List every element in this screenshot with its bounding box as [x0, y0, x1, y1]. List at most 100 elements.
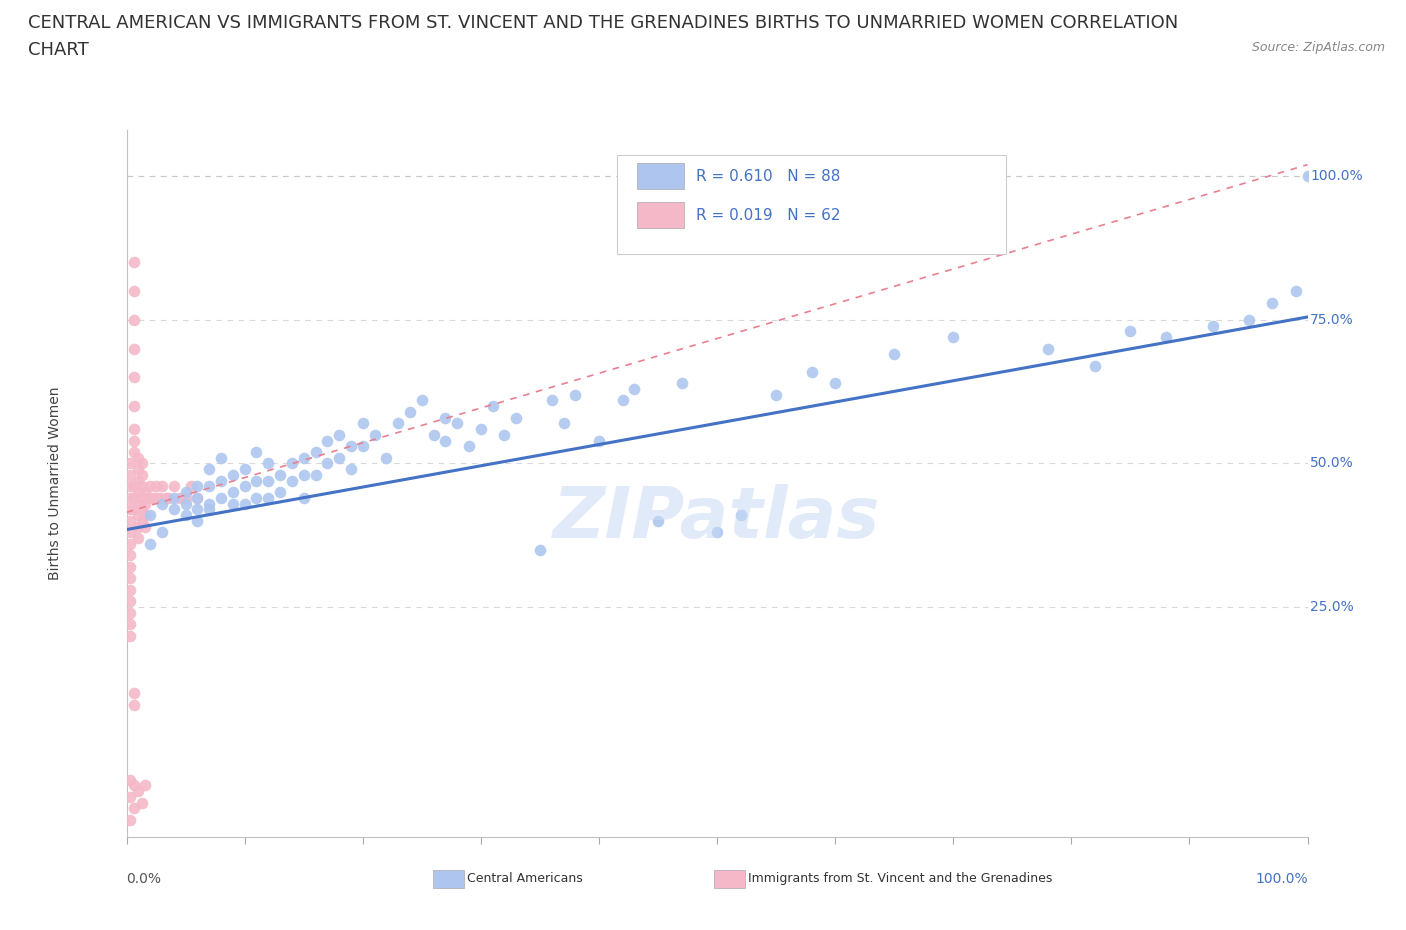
Point — [122, 502, 145, 517]
Point — [169, 490, 191, 505]
Point — [800, 365, 823, 379]
Text: Immigrants from St. Vincent and the Grenadines: Immigrants from St. Vincent and the Gren… — [748, 872, 1052, 885]
Point — [120, 456, 142, 471]
Point — [150, 497, 173, 512]
Point — [139, 479, 162, 494]
Point — [122, 312, 145, 327]
Point — [245, 445, 267, 459]
Point — [139, 490, 162, 505]
Point — [120, 560, 142, 575]
Point — [122, 686, 145, 701]
Point — [131, 468, 153, 483]
Point — [411, 392, 433, 407]
Point — [198, 479, 221, 494]
Point — [328, 427, 350, 442]
Point — [174, 490, 197, 505]
Point — [623, 381, 645, 396]
Point — [134, 777, 156, 792]
Point — [446, 416, 468, 431]
Point — [588, 433, 610, 448]
Point — [174, 497, 197, 512]
Point — [131, 490, 153, 505]
Point — [156, 490, 179, 505]
Point — [149, 490, 172, 505]
Text: Births to Unmarried Women: Births to Unmarried Women — [48, 387, 62, 580]
Point — [120, 594, 142, 609]
FancyBboxPatch shape — [617, 155, 1007, 254]
Bar — [637, 164, 683, 189]
Point — [470, 421, 492, 436]
Point — [120, 490, 142, 505]
Point — [127, 519, 149, 534]
Point — [245, 490, 267, 505]
Point — [340, 462, 363, 477]
Point — [540, 392, 562, 407]
Point — [127, 485, 149, 499]
Point — [127, 508, 149, 523]
Point — [198, 497, 221, 512]
Point — [134, 497, 156, 512]
Point — [145, 490, 167, 505]
Point — [131, 479, 153, 494]
Point — [706, 525, 728, 540]
Text: R = 0.610   N = 88: R = 0.610 N = 88 — [696, 168, 841, 183]
Point — [434, 433, 457, 448]
Point — [131, 456, 153, 471]
Point — [134, 508, 156, 523]
Text: 25.0%: 25.0% — [1310, 600, 1354, 614]
Text: CENTRAL AMERICAN VS IMMIGRANTS FROM ST. VINCENT AND THE GRENADINES BIRTHS TO UNM: CENTRAL AMERICAN VS IMMIGRANTS FROM ST. … — [28, 14, 1178, 32]
Point — [186, 513, 208, 528]
Point — [316, 456, 339, 471]
Point — [269, 468, 291, 483]
Point — [1285, 284, 1308, 299]
Point — [942, 329, 965, 344]
Point — [131, 502, 153, 517]
Point — [257, 456, 280, 471]
Point — [198, 502, 221, 517]
Point — [883, 347, 905, 362]
Point — [174, 485, 197, 499]
Point — [245, 473, 267, 488]
Point — [1261, 295, 1284, 310]
Point — [122, 490, 145, 505]
Point — [198, 462, 221, 477]
Point — [209, 490, 232, 505]
Text: 100.0%: 100.0% — [1310, 169, 1362, 183]
Point — [824, 376, 846, 391]
Point — [269, 485, 291, 499]
Point — [458, 439, 481, 454]
Point — [186, 490, 208, 505]
Point — [564, 387, 586, 402]
Point — [1202, 318, 1225, 333]
Bar — [637, 203, 683, 228]
Text: Source: ZipAtlas.com: Source: ZipAtlas.com — [1251, 41, 1385, 54]
Point — [222, 497, 245, 512]
Point — [122, 284, 145, 299]
Point — [553, 416, 575, 431]
Point — [163, 490, 186, 505]
Point — [139, 537, 162, 551]
Point — [186, 479, 208, 494]
Point — [352, 439, 374, 454]
Point — [155, 490, 177, 505]
Point — [222, 485, 245, 499]
Point — [122, 479, 145, 494]
Point — [304, 445, 326, 459]
Point — [127, 497, 149, 512]
Point — [174, 508, 197, 523]
Point — [281, 473, 304, 488]
Point — [141, 490, 163, 505]
Point — [120, 537, 142, 551]
Point — [120, 513, 142, 528]
Point — [671, 376, 693, 391]
Point — [375, 450, 398, 465]
Point — [120, 812, 142, 827]
Point — [304, 468, 326, 483]
Point — [122, 370, 145, 385]
Point — [163, 479, 186, 494]
Point — [292, 450, 315, 465]
Point — [131, 513, 153, 528]
Point — [127, 462, 149, 477]
Point — [120, 571, 142, 586]
Point — [122, 698, 145, 712]
